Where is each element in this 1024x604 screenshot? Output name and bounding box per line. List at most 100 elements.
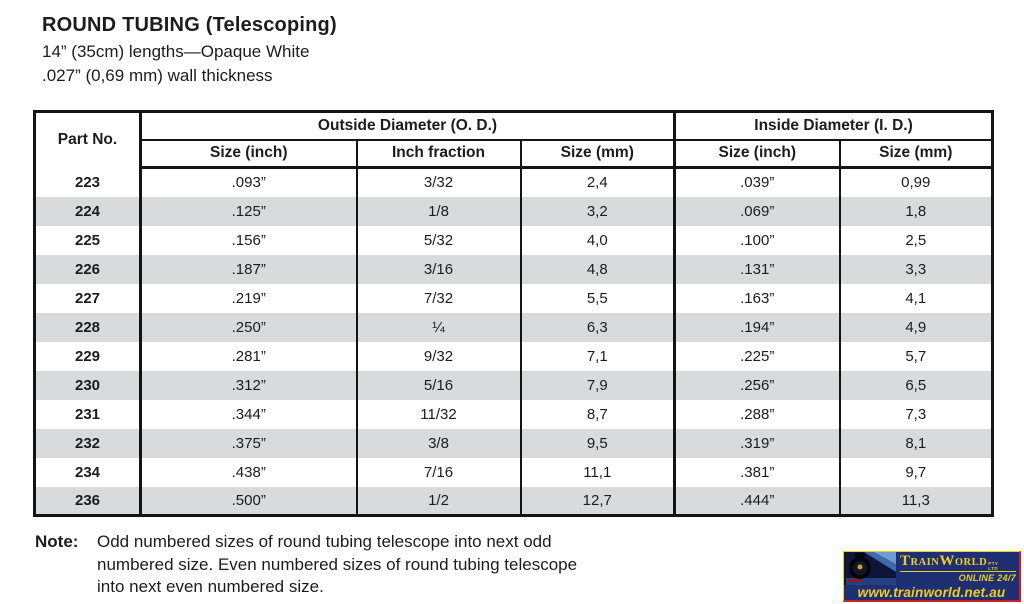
cell-id-size-mm: 1,8 [838, 196, 993, 226]
table-row: 223 .093” 3/32 2,4.039” 0,99 [35, 167, 993, 197]
header-inside-diameter: Inside Diameter (I. D.) [672, 111, 993, 141]
cell-part-no: 228 [74, 318, 101, 336]
note-label: Note: [35, 532, 79, 551]
cell-part-no: 231 [74, 405, 101, 423]
cell-id-size-mm: 7,3 [838, 399, 993, 429]
cell-od-size-inch: .156” [139, 225, 357, 255]
note-line: into next even numbered size. [97, 577, 324, 596]
suffix-ltd: LTD [988, 565, 999, 571]
cell-id-size-mm: 6,5 [838, 370, 993, 400]
online-badge: ONLINE 24/7 [958, 573, 1016, 583]
cell-id-size-inch: .194” [673, 312, 840, 342]
cell-od-size-mm: 12,7 [519, 486, 675, 516]
subheader-od-inch-fraction: Inch fraction [355, 139, 521, 169]
table-row: 231 .344” 11/32 8,7.288” 7,3 [35, 399, 993, 429]
train-photo [844, 552, 896, 585]
cell-id-size-mm: 8,1 [838, 428, 993, 458]
cell-od-size-inch: .500” [139, 486, 357, 516]
table-row: 229 .281” 9/32 7,1.225” 5,7 [35, 341, 993, 371]
wordmark-letter-w: W [939, 553, 955, 569]
cell-od-inch-fraction: ¼ [355, 312, 521, 342]
note-text: Odd numbered sizes of round tubing teles… [97, 531, 577, 599]
cell-id-size-mm: 4,1 [838, 283, 993, 313]
cell-part-no: 227 [74, 289, 101, 307]
cell-od-inch-fraction: 9/32 [355, 341, 521, 371]
cell-od-size-inch: .344” [139, 399, 357, 429]
cell-id-size-inch: .225” [673, 341, 840, 371]
logo-top-row: T RAIN W ORLD PTY LTD ONLINE 24/7 [844, 552, 1019, 585]
page-title: ROUND TUBING (Telescoping) [42, 14, 337, 36]
cell-od-size-mm: 6,3 [519, 312, 675, 342]
tubing-spec-table: Part No. Outside Diameter (O. D.) Inside… [33, 110, 995, 517]
note-line: Odd numbered sizes of round tubing teles… [97, 532, 552, 551]
cell-part-no: 224 [74, 202, 101, 220]
cell-id-size-inch: .131” [673, 254, 840, 284]
cell-od-size-inch: .250” [139, 312, 357, 342]
cell-od-inch-fraction: 11/32 [355, 399, 521, 429]
footnote: Note: Odd numbered sizes of round tubing… [35, 531, 577, 599]
table-row: 227 .219” 7/32 5,5.163” 4,1 [35, 283, 993, 313]
header-outside-diameter: Outside Diameter (O. D.) [139, 111, 675, 141]
cell-id-size-inch: .444” [673, 486, 840, 516]
cell-od-size-mm: 3,2 [519, 196, 675, 226]
trainworld-logo: T RAIN W ORLD PTY LTD ONLINE 24/7 www.trainwo… [843, 551, 1021, 602]
cell-id-size-inch: .039” [673, 167, 840, 197]
cell-id-size-mm: 9,7 [838, 457, 993, 487]
wordmark-orld: ORLD [954, 557, 988, 568]
table-row: 225 .156” 5/32 4,0.100” 2,5 [35, 225, 993, 255]
cell-od-size-mm: 11,1 [519, 457, 675, 487]
cell-od-size-inch: .093” [139, 167, 357, 197]
cell-od-inch-fraction: 3/32 [355, 167, 521, 197]
cell-id-size-mm: 4,9 [838, 312, 993, 342]
subheader-id-size-mm: Size (mm) [838, 139, 993, 169]
cell-od-size-mm: 8,7 [519, 399, 675, 429]
cell-id-size-inch: .100” [673, 225, 840, 255]
logo-url: www.trainworld.net.au [857, 585, 1006, 600]
cell-od-size-inch: .438” [139, 457, 357, 487]
cell-od-size-mm: 4,0 [519, 225, 675, 255]
cell-id-size-mm: 11,3 [838, 486, 993, 516]
cell-id-size-inch: .288” [673, 399, 840, 429]
cell-od-inch-fraction: 1/8 [355, 196, 521, 226]
wordmark-rain: RAIN [910, 557, 940, 568]
cell-od-size-inch: .375” [139, 428, 357, 458]
cell-part-no: 234 [74, 463, 101, 481]
subheader-id-size-inch: Size (inch) [673, 139, 840, 169]
cell-od-inch-fraction: 3/8 [355, 428, 521, 458]
cell-id-size-mm: 2,5 [838, 225, 993, 255]
cell-od-size-inch: .281” [139, 341, 357, 371]
cell-id-size-inch: .319” [673, 428, 840, 458]
trainworld-wordmark: T RAIN W ORLD PTY LTD [900, 554, 1016, 572]
cell-part-no: 230 [74, 376, 101, 394]
cell-od-size-mm: 5,5 [519, 283, 675, 313]
cell-od-inch-fraction: 5/16 [355, 370, 521, 400]
table-row: 236 .500” 1/2 12,7.444” 11,3 [34, 486, 993, 516]
cell-id-size-mm: 0,99 [838, 167, 993, 197]
table-row: 224 .125” 1/8 3,2.069” 1,8 [34, 196, 993, 226]
cell-id-size-inch: .256” [673, 370, 840, 400]
cell-od-size-inch: .312” [139, 370, 357, 400]
cell-od-size-inch: .187” [139, 254, 357, 284]
suffix-pty: PTY [988, 561, 999, 566]
cell-part-no: 225 [74, 231, 101, 249]
logo-wordmark-block: T RAIN W ORLD PTY LTD ONLINE 24/7 [896, 552, 1019, 585]
cell-od-size-inch: .125” [139, 196, 357, 226]
cell-od-size-inch: .219” [139, 283, 357, 313]
header-part-no: Part No. [57, 131, 118, 149]
cell-part-no: 232 [74, 434, 101, 452]
cell-id-size-inch: .381” [673, 457, 840, 487]
subheader-od-size-inch: Size (inch) [139, 139, 357, 169]
cell-part-no: 236 [74, 491, 101, 509]
cell-od-inch-fraction: 5/32 [355, 225, 521, 255]
wordmark-suffix: PTY LTD [988, 561, 999, 571]
cell-part-no: 223 [74, 173, 101, 191]
table-row: 228 .250” ¼ 6,3.194” 4,9 [34, 312, 993, 342]
cell-od-size-mm: 7,1 [519, 341, 675, 371]
subtitle-wall-thickness: .027” (0,69 mm) wall thickness [42, 66, 273, 85]
cell-part-no: 226 [74, 260, 101, 278]
table-row: 232 .375” 3/8 9,5.319” 8,1 [34, 428, 993, 458]
cell-id-size-inch: .069” [673, 196, 840, 226]
note-line: numbered size. Even numbered sizes of ro… [97, 554, 578, 574]
wordmark-letter-t: T [900, 553, 911, 569]
